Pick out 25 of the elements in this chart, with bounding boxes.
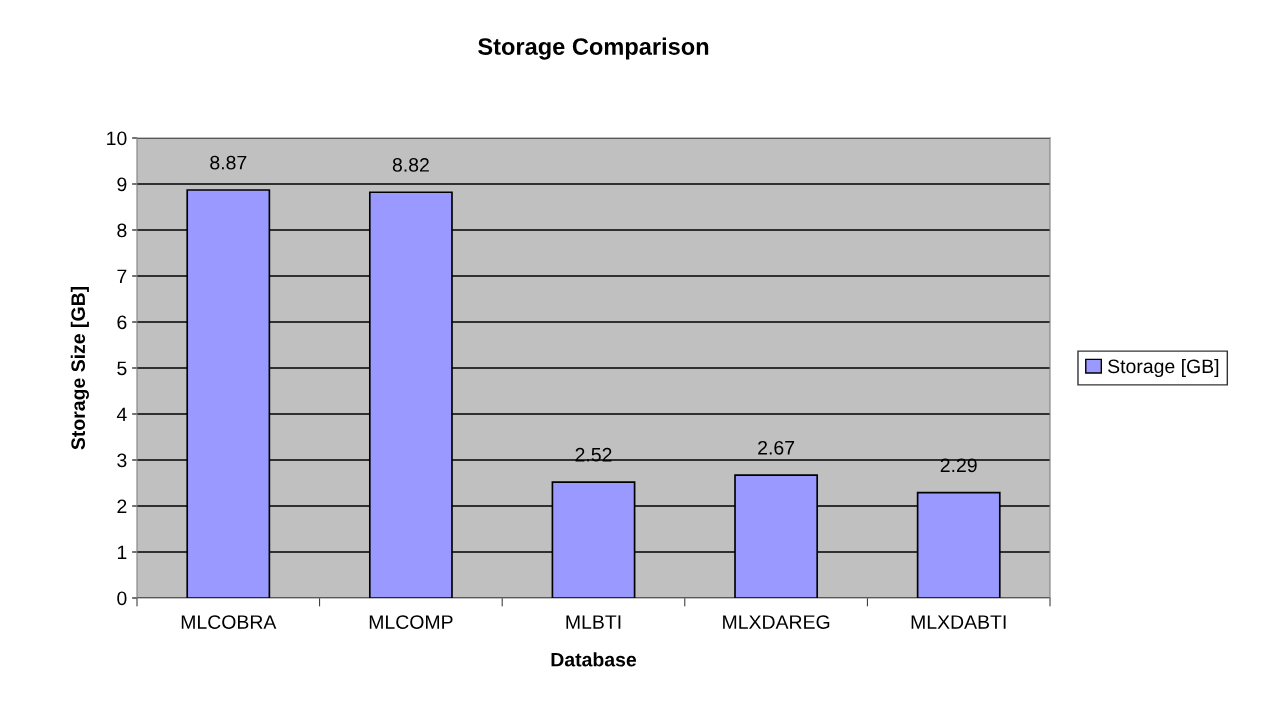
y-tick-label: 3: [117, 453, 127, 468]
y-tick-label: 10: [107, 131, 127, 146]
x-tick-label: MLCOMP: [369, 615, 453, 629]
y-tick-label: 5: [117, 361, 127, 376]
data-label: 8.82: [392, 158, 429, 172]
data-label: 8.87: [210, 155, 247, 170]
y-tick-label: 0: [117, 591, 127, 606]
y-tick-label: 7: [117, 269, 127, 284]
y-axis-title: Storage Size [GB]: [70, 286, 89, 450]
y-tick-label: 8: [117, 223, 127, 238]
x-tick-label: MLXDAREG: [723, 615, 830, 629]
y-tick-label: 4: [116, 407, 127, 422]
y-tick-label: 1: [117, 545, 127, 560]
x-tick-label: MLBTI: [566, 615, 621, 629]
x-tick-label: MLXDABTI: [911, 615, 1006, 629]
x-axis-title: Database: [551, 652, 637, 667]
y-tick-label: 6: [117, 315, 127, 330]
data-label: 2.67: [758, 440, 795, 455]
y-tick-label: 9: [117, 177, 127, 192]
data-label: 2.52: [575, 447, 612, 462]
legend-label: Storage [GB]: [1108, 358, 1219, 378]
chart-title: Storage Comparison: [478, 37, 709, 60]
x-tick-label: MLCOBRA: [181, 615, 277, 629]
y-tick-label: 2: [117, 499, 127, 514]
data-label: 2.29: [940, 458, 977, 473]
